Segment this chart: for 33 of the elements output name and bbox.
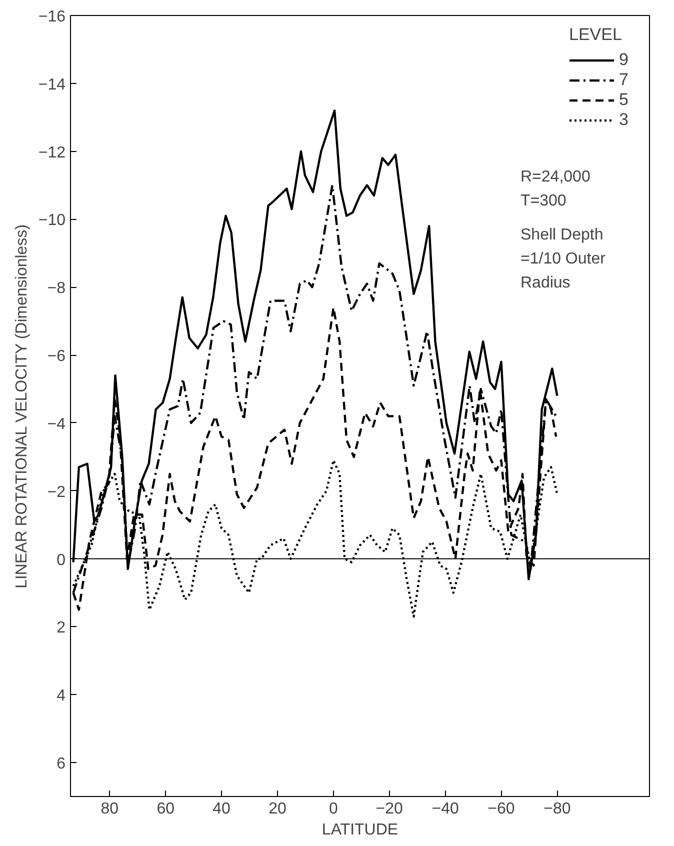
- x-tick-label: 20: [268, 800, 286, 818]
- y-tick-label: −2: [47, 484, 66, 501]
- annotation: R=24,000: [520, 168, 590, 186]
- y-tick-label: −4: [47, 416, 66, 433]
- annotation: Radius: [520, 274, 570, 292]
- annotation: =1/10 Outer: [520, 250, 606, 268]
- y-tick-label: −6: [47, 348, 66, 366]
- y-tick-label: 2: [56, 620, 66, 637]
- y-tick-label: −14: [38, 76, 66, 94]
- x-tick-label: 40: [212, 800, 231, 818]
- y-tick-label: −10: [38, 212, 66, 230]
- annotation: T=300: [520, 192, 566, 210]
- legend-label: 5: [619, 90, 630, 110]
- legend-label: 9: [619, 50, 630, 70]
- x-tick-label: −40: [432, 800, 459, 818]
- y-tick-label: 6: [56, 756, 66, 773]
- x-tick-label: −20: [376, 800, 404, 818]
- y-tick-label: −8: [47, 280, 66, 298]
- legend-label: 3: [619, 110, 630, 130]
- legend-label: 7: [619, 70, 630, 90]
- annotation: Shell Depth: [520, 226, 604, 244]
- y-tick-label: 4: [56, 688, 66, 705]
- x-tick-label: −80: [544, 800, 571, 818]
- legend-title: LEVEL: [569, 25, 623, 45]
- y-tick-label: −12: [38, 144, 66, 162]
- x-tick-label: −60: [488, 800, 515, 818]
- x-tick-label: 0: [328, 800, 338, 818]
- y-axis-title: LINEAR ROTATIONAL VELOCITY (Dimensionless): [13, 224, 30, 588]
- x-tick-label: 80: [100, 800, 119, 818]
- x-axis-title: LATITUDE: [322, 822, 398, 838]
- y-tick-label: −16: [38, 8, 66, 26]
- x-tick-label: 60: [156, 800, 175, 818]
- y-tick-label: 0: [56, 552, 66, 569]
